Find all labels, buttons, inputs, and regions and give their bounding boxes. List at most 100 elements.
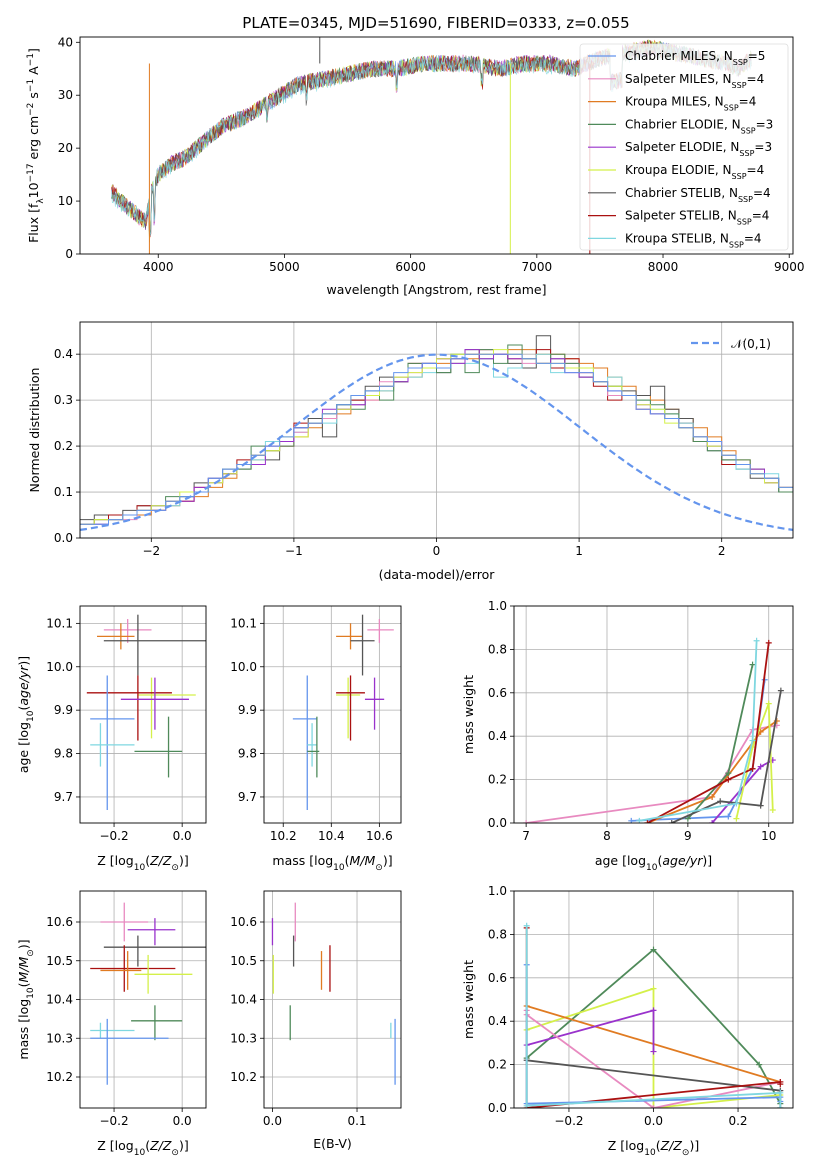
x-axis-label-part: (	[656, 1138, 661, 1153]
point-salpeter_stelib	[336, 675, 365, 741]
x-axis-label: (data-model)/error	[379, 567, 496, 582]
x-axis-label: mass [log10(M/M⊙)]	[272, 853, 392, 873]
gauss-curve	[80, 353, 793, 531]
y-axis-label-part: (	[16, 982, 31, 987]
x-tick-label: −0.2	[554, 1114, 583, 1128]
x-tick-label: −1	[285, 544, 303, 558]
y-tick-label: 10.0	[230, 660, 257, 674]
y-tick-label: 9.7	[238, 790, 257, 804]
y-tick-label: 0.2	[488, 1058, 507, 1072]
weight-line-kroupa_elodie	[735, 703, 774, 819]
weight-line-salpeter_stelib	[646, 642, 770, 823]
x-axis-label: Z [log10(Z/Z⊙)]	[608, 1138, 699, 1158]
weight-line-chabrier_stelib	[671, 690, 782, 823]
weight-marker	[765, 639, 772, 646]
x-axis-label-part: 10	[644, 1148, 656, 1158]
y-axis-label-part: −1	[26, 53, 36, 66]
weight-marker	[644, 820, 651, 823]
x-axis-label-part: (	[145, 1138, 150, 1153]
x-axis-label-part: Z [log	[608, 1138, 644, 1153]
point-chabrier_stelib	[103, 935, 206, 967]
y-tick-label: 9.9	[238, 703, 257, 717]
x-tick-label: 9	[684, 829, 692, 843]
legend-label-sub: SSP	[732, 172, 747, 181]
hist-step-salpeter_miles	[80, 349, 793, 538]
x-axis-label-part: 10	[134, 863, 146, 873]
point-kroupa_elodie	[137, 677, 196, 739]
x-axis-label-part: ⊙	[171, 1148, 179, 1158]
x-tick-label: 0.0	[173, 829, 192, 843]
legend-label-chabrier_miles: Chabrier MILES, NSSP=5	[625, 49, 765, 67]
weight-line-salpeter_elodie	[526, 1009, 655, 1052]
y-axis-label: mass [log10(M/M⊙)]	[16, 939, 36, 1059]
point-chabrier_elodie	[131, 1005, 183, 1041]
y-tick-label: 9.9	[54, 703, 73, 717]
hist-step-salpeter_elodie	[80, 349, 793, 538]
legend-label-sub: SSP	[737, 217, 752, 226]
point-salpeter_miles	[367, 619, 394, 643]
x-tick-label: 10	[761, 829, 776, 843]
x-tick-label: −2	[142, 544, 160, 558]
y-tick-label: 9.7	[54, 790, 73, 804]
x-tick-label: 0.0	[263, 1114, 282, 1128]
y-tick-label: 1.0	[488, 599, 507, 613]
x-tick-label: 0.2	[728, 1114, 747, 1128]
point-chabrier_miles	[90, 1018, 169, 1085]
x-tick-label: 0.0	[173, 1114, 192, 1128]
y-axis-label-part: −1	[26, 79, 36, 92]
y-tick-label: 10.1	[230, 616, 257, 630]
weight-marker	[777, 1089, 784, 1096]
x-tick-label: 6000	[395, 260, 426, 274]
legend-label-sub: SSP	[741, 126, 756, 135]
y-tick-label: 10.4	[230, 993, 257, 1007]
panel-mass_vs_Z: −0.2 0.010.210.310.410.510.6Z [log10(Z/Z⊙…	[16, 890, 207, 1158]
x-axis-label-part: )]	[702, 853, 712, 868]
legend-label-text: Chabrier STELIB, N	[625, 186, 738, 200]
legend-label-count: =5	[748, 49, 766, 63]
x-axis-label-part: wavelength [Angstrom, rest frame]	[326, 282, 546, 297]
panel-massweight_vs_Z: −0.2 0.0 0.2 0.0 0.2 0.4 0.6 0.8 1.0 Z [log10(Z/Z…	[461, 884, 794, 1158]
plot-area-massweight_vs_age	[523, 637, 784, 823]
spectrum-legend: Chabrier MILES, NSSP=5 Salpeter MILES, NS…	[579, 43, 789, 251]
y-axis-label-part: ⊙	[26, 949, 36, 957]
y-tick-label: 10.5	[230, 954, 257, 968]
x-tick-label: 4000	[143, 260, 174, 274]
weight-marker	[650, 1105, 657, 1108]
y-tick-label: 10.5	[46, 954, 73, 968]
axes-frame	[79, 605, 207, 824]
y-tick-label: 0.1	[54, 485, 73, 499]
y-tick-label: 9.8	[238, 747, 257, 761]
hist-step-kroupa_miles	[80, 349, 793, 538]
weight-marker	[777, 1081, 784, 1088]
weight-marker	[717, 798, 724, 805]
hist-step-salpeter_stelib	[80, 349, 793, 538]
legend-label-salpeter_miles: Salpeter MILES, NSSP=4	[625, 72, 764, 90]
x-axis-label-part: )]	[689, 1138, 699, 1153]
point-salpeter_elodie	[364, 677, 385, 730]
weight-marker	[777, 687, 784, 694]
x-tick-label: 8000	[648, 260, 679, 274]
weight-marker	[757, 763, 764, 770]
y-tick-label: 30	[58, 88, 73, 102]
weight-marker	[749, 737, 756, 744]
x-axis-label-part: M/M	[350, 853, 376, 868]
y-tick-label: 0.4	[488, 729, 507, 743]
y-tick-label: 0.3	[54, 393, 73, 407]
hist-step-chabrier_miles	[80, 353, 793, 538]
y-tick-label: 0.0	[488, 1101, 507, 1115]
weight-marker	[733, 815, 740, 822]
y-axis-label-part: 10	[26, 987, 36, 999]
legend-label-text: Salpeter ELODIE, N	[625, 140, 739, 154]
weight-marker	[765, 700, 772, 707]
legend-label-kroupa_elodie: Kroupa ELODIE, NSSP=4	[625, 163, 764, 181]
y-tick-label: 40	[58, 35, 73, 49]
weight-marker	[523, 820, 530, 823]
legend-label-sub: SSP	[732, 80, 747, 89]
legend-label-chabrier_stelib: Chabrier STELIB, NSSP=4	[625, 186, 771, 204]
weight-marker	[749, 765, 756, 772]
weight-marker	[757, 802, 764, 809]
x-axis-label-part: ⊙	[375, 863, 383, 873]
y-tick-label: 10.3	[230, 1031, 257, 1045]
y-tick-label: 10.2	[46, 1070, 73, 1084]
legend-label-sub: SSP	[729, 240, 744, 249]
